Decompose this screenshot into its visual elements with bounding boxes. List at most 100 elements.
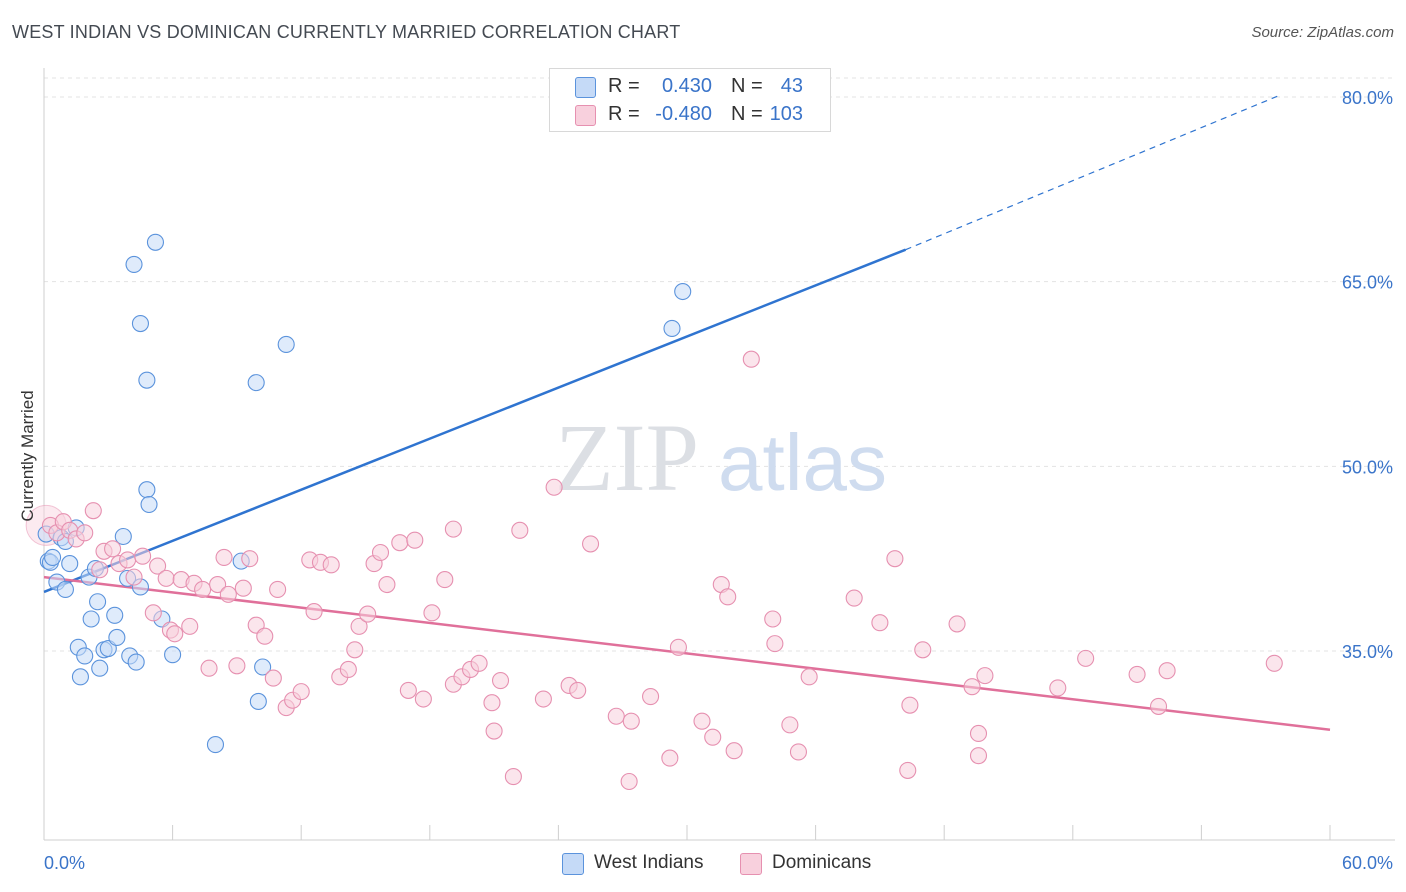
point-dominicans xyxy=(359,605,377,623)
point-west-indians xyxy=(44,548,62,566)
point-dominicans xyxy=(569,681,587,699)
point-dominicans xyxy=(371,543,390,562)
point-dominicans xyxy=(181,617,199,635)
point-dominicans xyxy=(305,603,323,621)
point-dominicans xyxy=(607,707,625,725)
point-west-indians xyxy=(61,555,79,573)
point-west-indians xyxy=(146,233,165,251)
point-west-indians xyxy=(131,314,149,333)
point-west-indians xyxy=(106,606,124,624)
x-tick-label: 0.0% xyxy=(44,853,85,873)
point-dominicans xyxy=(491,671,510,690)
point-dominicans xyxy=(719,588,737,606)
watermark-zip: ZIP xyxy=(555,404,699,511)
tick-labels: 35.0% 50.0% 65.0% 80.0% 0.0% 60.0% xyxy=(44,88,1393,873)
point-west-indians xyxy=(663,319,681,337)
stats-swatch-blue xyxy=(575,77,596,98)
point-dominicans xyxy=(1049,679,1067,697)
n-label: N = xyxy=(731,103,763,125)
r-value: 0.430 xyxy=(661,75,712,97)
point-dominicans xyxy=(470,654,488,672)
source-label: Source: ZipAtlas.com xyxy=(1251,24,1394,41)
point-dominicans xyxy=(241,550,259,568)
point-dominicans xyxy=(444,520,462,538)
point-dominicans xyxy=(378,575,396,594)
watermark-atlas: atlas xyxy=(718,418,887,507)
trend-lines xyxy=(43,95,1331,732)
point-dominicans xyxy=(485,722,503,740)
point-west-indians xyxy=(140,495,158,514)
point-dominicans xyxy=(948,615,966,633)
point-dominicans xyxy=(845,589,863,607)
r-label: R = xyxy=(608,103,640,125)
point-dominicans xyxy=(194,580,212,598)
point-west-indians xyxy=(82,610,100,628)
point-dominicans xyxy=(219,585,237,603)
point-dominicans xyxy=(622,712,640,730)
stats-swatch-pink xyxy=(575,105,596,126)
data-points xyxy=(25,233,1283,791)
point-dominicans xyxy=(969,724,988,743)
point-dominicans xyxy=(969,747,988,765)
point-dominicans xyxy=(581,535,600,553)
point-dominicans xyxy=(399,681,417,699)
point-dominicans xyxy=(764,610,782,628)
point-dominicans xyxy=(1149,697,1168,715)
point-dominicans xyxy=(350,617,368,635)
n-value: 43 xyxy=(780,75,803,97)
point-dominicans xyxy=(149,557,167,575)
point-dominicans xyxy=(1077,649,1095,667)
point-west-indians xyxy=(247,374,265,392)
point-dominicans xyxy=(406,531,424,549)
point-dominicans xyxy=(642,688,660,706)
y-tick-label: 35.0% xyxy=(1342,642,1393,662)
n-label: N = xyxy=(731,75,763,97)
point-west-indians xyxy=(277,335,295,354)
point-dominicans xyxy=(742,350,760,368)
trend-line-west-indians xyxy=(43,248,907,594)
point-dominicans xyxy=(704,728,722,746)
point-dominicans xyxy=(693,712,711,730)
point-west-indians xyxy=(71,668,89,686)
y-tick-label: 80.0% xyxy=(1342,88,1393,108)
point-dominicans xyxy=(228,657,246,675)
point-dominicans xyxy=(104,540,122,558)
r-label: R = xyxy=(608,75,640,97)
y-axis-label: Currently Married xyxy=(18,390,37,522)
point-dominicans xyxy=(256,627,274,645)
point-dominicans xyxy=(886,550,904,568)
point-west-indians xyxy=(108,628,126,647)
x-tick-label: 60.0% xyxy=(1342,853,1393,873)
point-dominicans xyxy=(963,678,981,696)
point-dominicans xyxy=(976,667,994,685)
point-dominicans xyxy=(346,641,364,659)
trend-line-dominicans xyxy=(43,575,1331,732)
point-west-indians xyxy=(114,527,132,546)
axes xyxy=(43,68,1395,841)
y-tick-label: 50.0% xyxy=(1342,457,1393,477)
point-dominicans xyxy=(125,568,143,586)
stats-box: R = 0.430 N = 43 R = -0.480 N = 103 xyxy=(549,68,831,132)
point-dominicans xyxy=(119,551,137,569)
point-dominicans xyxy=(166,625,184,643)
point-dominicans xyxy=(483,694,501,712)
chart-title: WEST INDIAN VS DOMINICAN CURRENTLY MARRI… xyxy=(12,22,681,42)
point-dominicans xyxy=(1265,654,1283,672)
point-west-indians xyxy=(138,481,156,499)
point-dominicans xyxy=(339,660,357,679)
point-dominicans xyxy=(209,575,227,594)
point-dominicans xyxy=(322,556,340,574)
point-west-indians xyxy=(249,692,267,711)
point-dominicans xyxy=(914,641,932,659)
point-dominicans xyxy=(292,683,310,701)
point-dominicans xyxy=(504,768,522,786)
n-value: 103 xyxy=(769,103,803,125)
point-dominicans xyxy=(200,659,218,677)
point-dominicans xyxy=(391,534,409,552)
point-west-indians xyxy=(127,653,145,671)
stats-row-dominicans: R = -0.480 N = 103 xyxy=(550,100,830,128)
point-west-indians xyxy=(138,371,156,389)
point-dominicans xyxy=(91,561,109,579)
point-dominicans xyxy=(725,742,743,760)
